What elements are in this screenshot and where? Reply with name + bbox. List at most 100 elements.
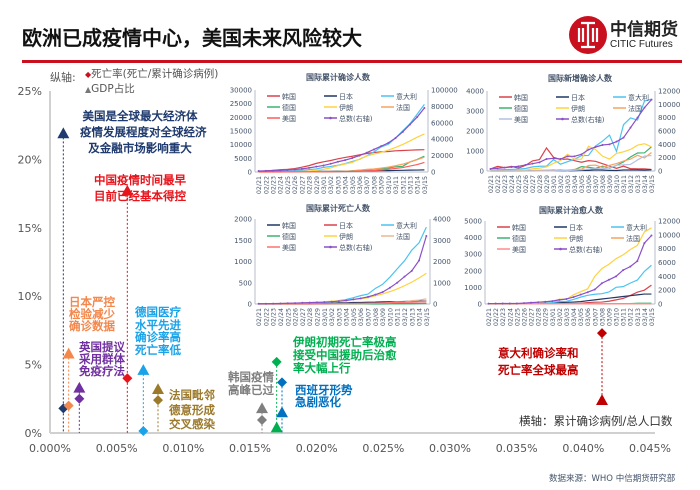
y-tick-label: 15% [18, 222, 42, 235]
date-tick-label: 03/11 [621, 175, 628, 193]
series-point [345, 299, 348, 302]
annotation-line: 伊朗初期死亡率极高 [293, 335, 397, 349]
logo-chinese-name: 中信期货 [610, 20, 678, 40]
annotation-line: 中国疫情时间最早 [94, 173, 186, 187]
legend-label: 德国 [514, 104, 528, 113]
date-tick-label: 03/04 [572, 175, 579, 193]
date-tick-label: 03/12 [402, 308, 409, 326]
annotation-line: 确诊率高 [135, 330, 181, 344]
left-tick-label: 1000 [466, 148, 484, 156]
china-gdp-marker [121, 184, 134, 196]
series-point [551, 300, 554, 303]
legend-label: 美国 [514, 115, 528, 124]
series-line-4 [258, 272, 427, 305]
series-point [650, 234, 653, 237]
series-point [545, 158, 548, 160]
date-tick-label: 03/02 [557, 308, 564, 326]
series-point [615, 140, 618, 143]
series-line-7 [490, 99, 652, 170]
left-tick-label: 5000 [234, 155, 252, 163]
series-point [264, 302, 267, 305]
japan-gdp-marker [62, 347, 75, 359]
annotation-line: 英国提议 [79, 340, 125, 354]
y-tick-label: 5% [25, 359, 42, 372]
series-line-7 [258, 107, 425, 172]
series-point [643, 242, 646, 245]
series-point [593, 288, 596, 291]
y-tick-label: 20% [18, 153, 42, 166]
left-tick-label: 2000 [464, 267, 482, 275]
x-tick-label: 0.040% [562, 442, 604, 455]
series-point [580, 153, 583, 156]
left-tick-label: 3000 [466, 108, 484, 116]
date-tick-label: 02/28 [307, 176, 314, 194]
series-point [359, 297, 362, 300]
date-tick-label: 02/23 [271, 176, 278, 194]
left-tick-label: 500 [239, 279, 252, 287]
annotation-line: 采用群体 [79, 352, 125, 366]
date-tick-label: 03/10 [386, 176, 393, 194]
legend-label: 韩国 [282, 92, 296, 101]
series-line-6 [490, 154, 652, 172]
left-tick-label: 4000 [466, 88, 484, 96]
date-tick-label: 03/02 [558, 175, 565, 193]
date-tick-label: 02/26 [293, 308, 300, 326]
right-tick-label: 0 [658, 168, 662, 176]
annotation-japan: 日本严控 检验减少 确诊数据 [69, 296, 115, 332]
series-point [503, 166, 506, 169]
y-tick-label: 25% [18, 85, 42, 98]
date-tick-label: 03/09 [380, 308, 387, 326]
series-point [538, 161, 541, 164]
legend-label: 法国 [396, 232, 410, 241]
legend-label: 总数(右轴) [339, 114, 373, 123]
page-title: 欧洲已成疫情中心，美国未来风险较大 [22, 26, 362, 50]
y-tick-label: 10% [18, 290, 42, 303]
series-point [594, 146, 597, 148]
date-tick-label: 02/24 [509, 175, 516, 193]
series-point [517, 165, 520, 168]
series-point [629, 126, 632, 129]
date-tick-label: 03/03 [564, 308, 571, 326]
date-tick-label: 03/12 [628, 175, 635, 193]
series-point [308, 166, 311, 169]
annotation-line: 西班牙形势 [295, 383, 353, 397]
date-tick-label: 02/29 [544, 175, 551, 193]
date-tick-label: 03/01 [322, 308, 329, 326]
series-point [558, 298, 561, 301]
legend-label: 韩国 [282, 221, 296, 230]
series-point [380, 145, 383, 148]
left-tick-label: 1000 [464, 284, 482, 292]
series-point [572, 296, 575, 299]
date-tick-label: 02/21 [486, 308, 493, 326]
date-tick-label: 03/15 [424, 308, 431, 326]
x-axis-title: 横轴：累计确诊病例/总人口数 [519, 414, 673, 428]
date-tick-label: 03/03 [336, 308, 343, 326]
legend-label: 意大利 [396, 221, 417, 230]
legend-label: 总数(右轴) [569, 245, 603, 254]
series-point [601, 144, 604, 146]
germany-gdp-marker [137, 364, 150, 375]
series-point [524, 164, 527, 166]
series-point [374, 293, 377, 296]
series-point [487, 302, 490, 305]
series-point [622, 269, 625, 272]
date-tick-label: 03/15 [422, 176, 429, 194]
date-tick-label: 02/21 [256, 308, 263, 326]
right-tick-label: 6000 [658, 259, 676, 267]
left-tick-label: 2000 [234, 216, 252, 224]
italy-death-rate-marker [597, 328, 607, 339]
series-point [381, 291, 384, 294]
series-point [537, 301, 540, 304]
legend-label: 伊朗 [339, 232, 353, 241]
citic-futures-logo: 中信期货 CITIC Futures [568, 14, 688, 56]
date-tick-label: 02/25 [285, 308, 292, 326]
date-tick-label: 03/07 [592, 308, 599, 326]
annotation-line: 水平先进 [135, 317, 181, 332]
annotation-line: 日本严控 [69, 295, 115, 309]
x-tick-label: 0.030% [429, 442, 471, 455]
legend-label: 总数(右轴) [339, 243, 373, 252]
series-point [387, 141, 390, 144]
spain-gdp-marker [276, 406, 288, 418]
small-chart-title: 国际累计确诊人数 [306, 72, 371, 82]
